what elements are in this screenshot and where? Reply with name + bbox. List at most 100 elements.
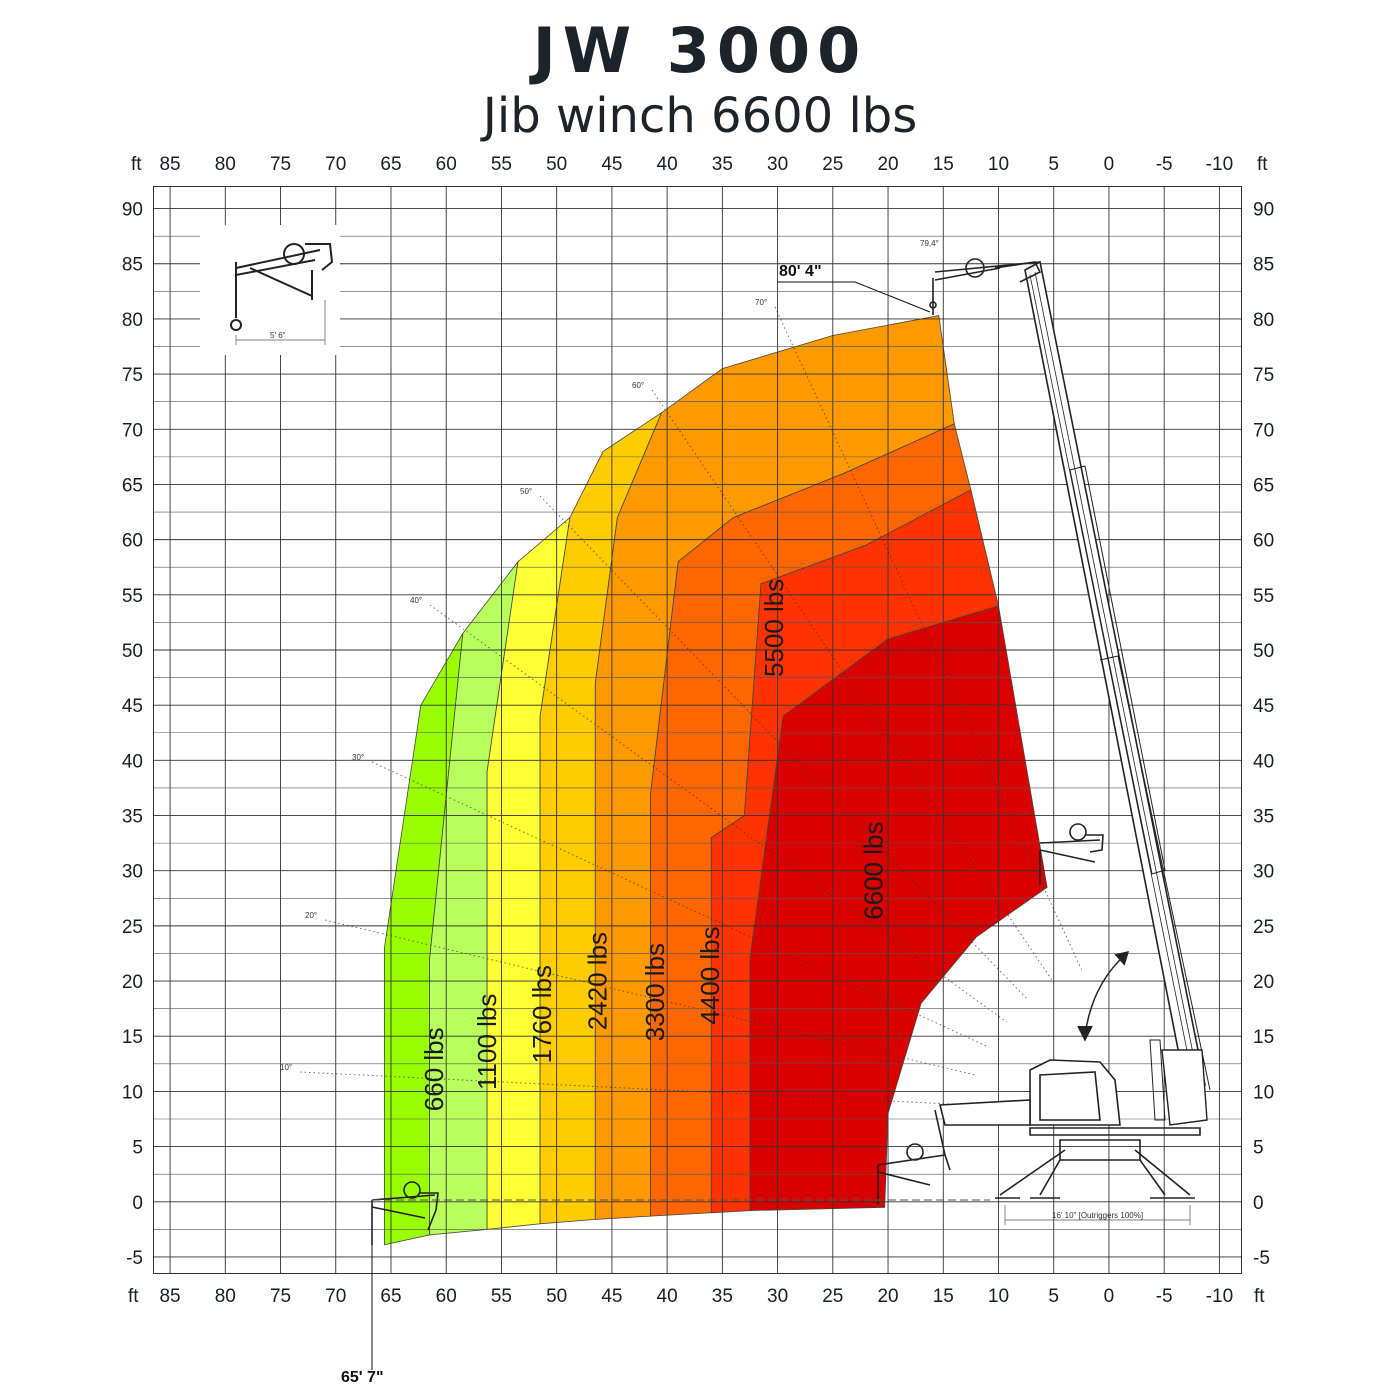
- x-tick-bottom-20: 20: [877, 1286, 898, 1307]
- x-tick-bottom-80: 80: [215, 1286, 236, 1307]
- y-tick-right-20: 20: [1253, 972, 1274, 993]
- y-tick-right-50: 50: [1253, 641, 1274, 662]
- x-tick-bottom-25: 25: [822, 1286, 843, 1307]
- y-tick-left-0: 0: [132, 1193, 143, 1214]
- y-tick-right-80: 80: [1253, 310, 1274, 331]
- y-tick-right-65: 65: [1253, 475, 1274, 496]
- y-tick-left-10: 10: [122, 1082, 143, 1103]
- x-tick-bottom-75: 75: [270, 1286, 291, 1307]
- zone-label-1100-lbs: 1100 lbs: [472, 994, 502, 1090]
- angle-label-50: 50°: [520, 487, 532, 496]
- angle-label-70: 70°: [755, 298, 767, 307]
- x-tick-top-15: 15: [933, 154, 954, 175]
- y-tick-right-90: 90: [1253, 200, 1274, 221]
- x-tick-top--10: -10: [1206, 154, 1233, 175]
- angle-lines: 10° 20° 30° 40° 50° 60° 70°: [280, 298, 1083, 1106]
- x-unit-bottom-left: ft: [128, 1286, 139, 1307]
- y-tick-left-40: 40: [122, 751, 143, 772]
- plot-frame: [153, 186, 1242, 1274]
- angle-line-50: [539, 495, 1029, 1001]
- y-tick-left-25: 25: [122, 917, 143, 938]
- x-tick-top-65: 65: [380, 154, 401, 175]
- jib-mid: [1039, 823, 1104, 885]
- y-tick-left-20: 20: [122, 972, 143, 993]
- x-tick-bottom-5: 5: [1048, 1286, 1059, 1307]
- zone-label-2420-lbs: 2420 lbs: [582, 932, 612, 1030]
- y-tick-right-55: 55: [1253, 586, 1274, 607]
- x-tick-top-30: 30: [767, 154, 788, 175]
- y-tick-right-5: 5: [1253, 1138, 1264, 1159]
- chart-title: JW 3000: [532, 14, 868, 87]
- x-tick-top-0: 0: [1104, 154, 1115, 175]
- crane-base: [938, 1059, 1201, 1199]
- zone-label-3300-lbs: 3300 lbs: [640, 943, 670, 1041]
- x-tick-bottom-40: 40: [657, 1286, 678, 1307]
- jib-inset: 5' 6": [200, 225, 340, 355]
- x-tick-top-50: 50: [546, 154, 567, 175]
- x-unit-bottom-right: ft: [1254, 1286, 1265, 1307]
- y-tick-right-35: 35: [1253, 807, 1274, 828]
- angle-line-10: [299, 1071, 969, 1106]
- chart-subtitle: Jib winch 6600 lbs: [482, 88, 918, 144]
- x-tick-bottom-65: 65: [380, 1286, 401, 1307]
- x-tick-top--5: -5: [1156, 154, 1173, 175]
- angle-label-60: 60°: [632, 381, 644, 390]
- x-tick-bottom-45: 45: [601, 1286, 622, 1307]
- max-reach-callout: 65' 7": [341, 1245, 384, 1386]
- x-tick-bottom--5: -5: [1156, 1286, 1173, 1307]
- boom-angle-label: 79,4°: [920, 239, 939, 248]
- y-tick-left-80: 80: [122, 310, 143, 331]
- y-tick-right-25: 25: [1253, 917, 1274, 938]
- x-tick-top-75: 75: [270, 154, 291, 175]
- x-tick-top-60: 60: [436, 154, 457, 175]
- x-tick-top-40: 40: [657, 154, 678, 175]
- outrigger-dimension: 16' 10" [Outriggers 100%]: [1004, 1205, 1191, 1225]
- y-tick-left-60: 60: [122, 531, 143, 552]
- y-tick-left-45: 45: [122, 696, 143, 717]
- x-tick-bottom-50: 50: [546, 1286, 567, 1307]
- max-height-callout: 80' 4": [777, 263, 931, 313]
- y-tick-left-5: 5: [132, 1138, 143, 1159]
- crane-boom: [1024, 260, 1211, 1126]
- angle-line-30: [371, 761, 990, 1048]
- outrigger-label: 16' 10" [Outriggers 100%]: [1052, 1211, 1143, 1220]
- max-height-label: 80' 4": [779, 263, 822, 280]
- jib-reach: [371, 1181, 439, 1245]
- x-tick-top-35: 35: [712, 154, 733, 175]
- angle-line-40: [429, 604, 1007, 1023]
- angle-label-30: 30°: [352, 753, 364, 762]
- axis-ticks: 8585808075757070656560605555505045454040…: [122, 154, 1274, 1307]
- zone-label-6600-lbs: 6600 lbs: [859, 822, 889, 920]
- x-tick-top-70: 70: [325, 154, 346, 175]
- zone-label-1760-lbs: 1760 lbs: [527, 965, 557, 1063]
- y-tick-left-90: 90: [122, 200, 143, 221]
- zone-label-5500-lbs: 5500 lbs: [759, 579, 789, 677]
- x-tick-bottom-10: 10: [988, 1286, 1009, 1307]
- x-tick-top-10: 10: [988, 154, 1009, 175]
- jib-low: [877, 1109, 951, 1205]
- x-tick-top-45: 45: [601, 154, 622, 175]
- y-tick-left-55: 55: [122, 586, 143, 607]
- x-tick-bottom-35: 35: [712, 1286, 733, 1307]
- y-tick-right-10: 10: [1253, 1082, 1274, 1103]
- y-tick-right-45: 45: [1253, 696, 1274, 717]
- x-tick-bottom-0: 0: [1104, 1286, 1115, 1307]
- y-tick-left-50: 50: [122, 641, 143, 662]
- x-tick-bottom-70: 70: [325, 1286, 346, 1307]
- x-tick-bottom-15: 15: [933, 1286, 954, 1307]
- angle-label-40: 40°: [410, 596, 422, 605]
- x-tick-top-80: 80: [215, 154, 236, 175]
- y-tick-left-30: 30: [122, 862, 143, 883]
- x-tick-bottom-60: 60: [436, 1286, 457, 1307]
- y-tick-right-40: 40: [1253, 751, 1274, 772]
- x-tick-bottom-85: 85: [159, 1286, 180, 1307]
- y-tick-right-15: 15: [1253, 1027, 1274, 1048]
- angle-label-20: 20°: [305, 911, 317, 920]
- x-unit-top-left: ft: [131, 154, 142, 175]
- y-tick-right-70: 70: [1253, 420, 1274, 441]
- inset-dimension-label: 5' 6": [270, 331, 286, 340]
- x-tick-bottom--10: -10: [1206, 1286, 1233, 1307]
- zone-label-4400-lbs: 4400 lbs: [695, 926, 725, 1024]
- zone-label-660-lbs: 660 lbs: [419, 1027, 449, 1111]
